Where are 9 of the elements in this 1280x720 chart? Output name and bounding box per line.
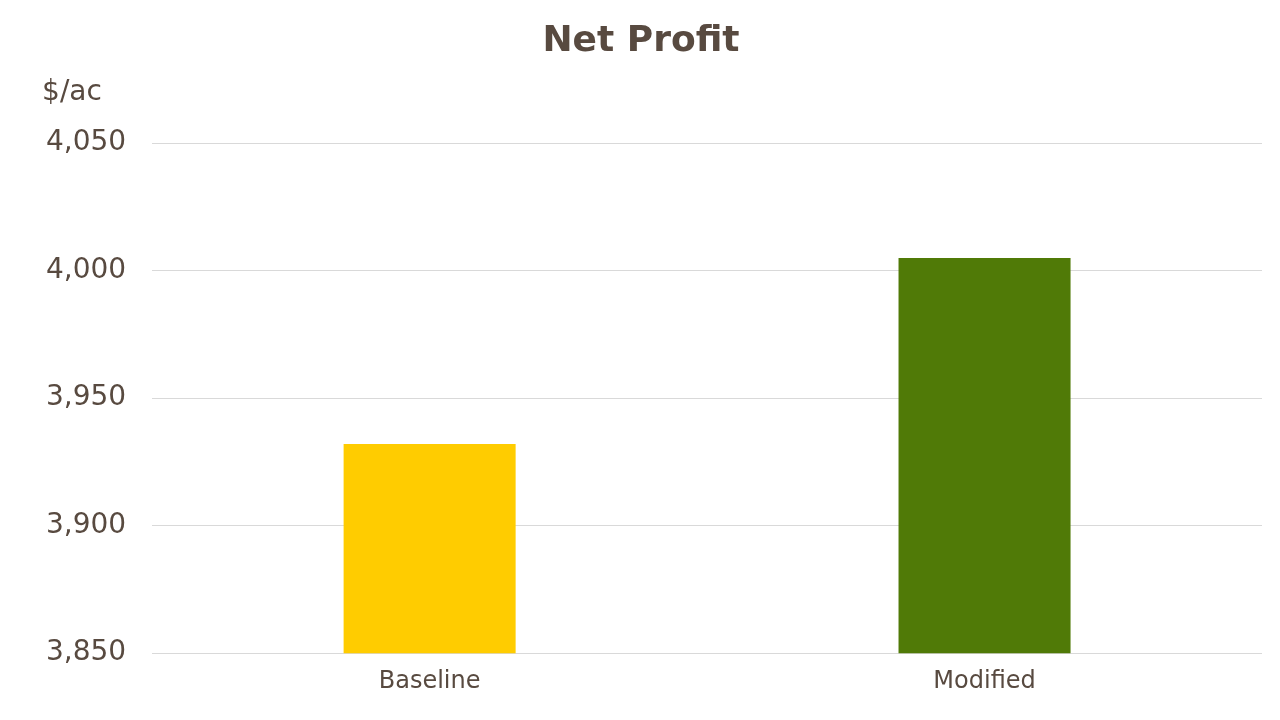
x-tick-label: Modified (933, 665, 1036, 694)
y-axis-title: $/ac (42, 74, 102, 108)
x-tick-label: Baseline (378, 665, 481, 694)
y-tick-label: 4,000 (45, 251, 127, 285)
y-tick-label: 3,850 (45, 634, 127, 668)
y-tick-label: 3,950 (45, 379, 127, 413)
chart-title: Net Profit (542, 17, 740, 59)
y-tick-label: 3,900 (45, 506, 127, 540)
y-tick-label: 4,050 (45, 124, 127, 158)
